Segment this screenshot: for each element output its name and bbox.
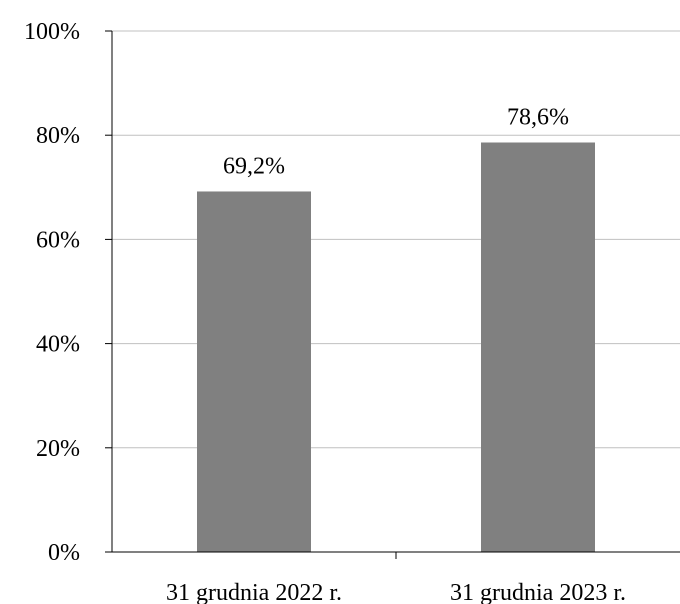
bar <box>481 142 595 552</box>
y-tick-label: 20% <box>36 436 80 462</box>
data-label: 78,6% <box>507 104 569 130</box>
y-tick-label: 100% <box>24 19 80 45</box>
bars <box>197 142 595 552</box>
y-tick-label: 80% <box>36 123 80 149</box>
bar <box>197 191 311 552</box>
y-tick-label: 40% <box>36 332 80 358</box>
category-labels: 31 grudnia 2022 r. 31 grudnia 2023 r. <box>166 580 626 604</box>
data-label: 69,2% <box>223 153 285 179</box>
category-label: 31 grudnia 2022 r. <box>166 580 342 604</box>
category-label: 31 grudnia 2023 r. <box>450 580 626 604</box>
y-tick-label: 0% <box>48 540 80 566</box>
y-tick-labels: 0% 20% 40% 60% 80% 100% <box>24 19 80 566</box>
y-tick-label: 60% <box>36 227 80 253</box>
axes <box>105 30 680 559</box>
data-labels: 69,2% 78,6% <box>223 104 569 179</box>
